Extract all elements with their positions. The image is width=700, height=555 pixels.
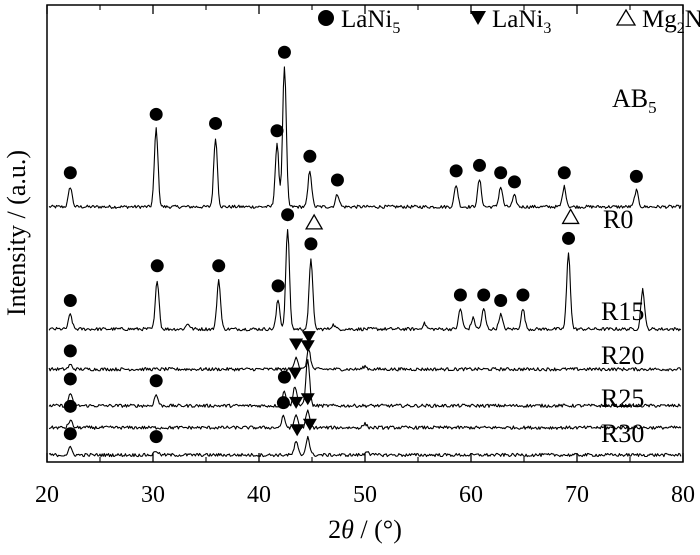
lani5-marker [63, 427, 77, 441]
x-axis-title: 2θ / (°) [328, 515, 402, 544]
series-label-main: R30 [601, 419, 644, 448]
lani5-marker [507, 175, 521, 189]
x-tick-label: 60 [459, 482, 483, 508]
series-label: AB5 [612, 84, 657, 117]
lani5-marker [562, 231, 576, 245]
xrd-pattern-line [48, 66, 682, 209]
lani5-marker [149, 374, 163, 388]
x-tick-label: 50 [353, 482, 377, 508]
legend-label: Mg2Ni [642, 6, 700, 37]
lani5-marker [270, 124, 284, 138]
lani5-marker [303, 149, 317, 163]
lani5-marker [304, 237, 318, 251]
lani5-marker [63, 399, 77, 413]
series-label: R15 [601, 297, 644, 326]
xrd-pattern-line [48, 359, 682, 408]
legend-label-sub: 5 [392, 20, 400, 37]
xrd-pattern-line [48, 409, 682, 430]
series-label-main: R25 [601, 384, 644, 413]
legend: LaNi5LaNi3Mg2Ni [318, 6, 700, 37]
x-axis-title-unit: / (°) [354, 515, 402, 544]
legend-label-sub: 2 [677, 20, 685, 37]
series-label-sub: 5 [648, 98, 657, 117]
lani5-marker [63, 344, 77, 358]
lani3-marker [300, 340, 315, 353]
legend-label-main: LaNi [341, 6, 392, 33]
lani5-marker [472, 158, 486, 172]
series-label-main: AB [612, 84, 648, 113]
lani5-marker [149, 430, 163, 444]
mg2ni-marker [561, 208, 580, 225]
lani5-marker [629, 169, 643, 183]
legend-circle-icon [318, 10, 334, 26]
legend-triangle-up-open-icon [615, 8, 637, 26]
lani5-marker [277, 370, 291, 384]
lani5-marker [149, 107, 163, 121]
lani5-marker [281, 208, 295, 222]
lani5-marker [449, 164, 463, 178]
series-label: R30 [601, 419, 644, 448]
x-axis-title-symbol: θ [341, 515, 354, 544]
legend-label-tail: Ni [685, 6, 700, 33]
lani3-marker [289, 396, 304, 409]
peak-markers [63, 45, 643, 444]
series-label: R25 [601, 384, 644, 413]
series-label-main: R0 [603, 205, 633, 234]
xrd-pattern-line [48, 435, 682, 458]
xrd-pattern-line [48, 349, 682, 372]
lani5-marker [516, 288, 530, 302]
lani5-marker [212, 259, 226, 273]
lani5-marker [494, 293, 508, 307]
lani5-marker [150, 259, 164, 273]
legend-label: LaNi5 [341, 6, 400, 37]
x-tick-label: 40 [247, 482, 271, 508]
mg2ni-marker [304, 213, 324, 230]
lani3-marker [301, 331, 316, 344]
lani5-marker [330, 173, 344, 187]
lani3-marker [300, 393, 315, 406]
lani5-marker [63, 293, 77, 307]
lani5-marker [63, 372, 77, 386]
lani3-marker [302, 418, 317, 431]
x-axis-ticks: 20 30 40 50 60 70 80 [35, 5, 695, 508]
lani5-marker [277, 45, 291, 59]
x-tick-label: 70 [565, 482, 589, 508]
lani5-marker [453, 288, 467, 302]
lani5-marker [271, 279, 285, 293]
plot-frame [46, 4, 684, 463]
x-tick-label: 80 [671, 482, 695, 508]
y-axis-title: Intensity / (a.u.) [2, 150, 31, 316]
lani5-marker [209, 116, 223, 130]
lani5-marker [557, 166, 571, 180]
lani5-marker [494, 166, 508, 180]
series-label-main: R15 [601, 297, 644, 326]
legend-label-main: LaNi [492, 6, 543, 33]
series-labels: AB5 R0 R15 R20 R25 R30 [601, 84, 657, 448]
lani3-marker [288, 367, 303, 380]
series-group [48, 66, 682, 458]
lani5-marker [276, 396, 290, 410]
x-axis-title-number: 2 [328, 515, 341, 544]
series-label: R0 [603, 205, 633, 234]
legend-label: LaNi3 [492, 6, 551, 37]
lani5-marker [63, 166, 77, 180]
legend-label-main: Mg [642, 6, 677, 33]
lani3-marker [289, 338, 304, 351]
lani5-marker [477, 288, 491, 302]
xrd-pattern-line [48, 228, 682, 332]
lani3-marker [290, 424, 305, 437]
series-label: R20 [601, 341, 644, 370]
x-tick-label: 20 [35, 482, 59, 508]
legend-triangle-down-icon [470, 11, 486, 25]
legend-label-sub: 3 [543, 20, 551, 37]
x-tick-label: 30 [141, 482, 165, 508]
series-label-main: R20 [601, 341, 644, 370]
